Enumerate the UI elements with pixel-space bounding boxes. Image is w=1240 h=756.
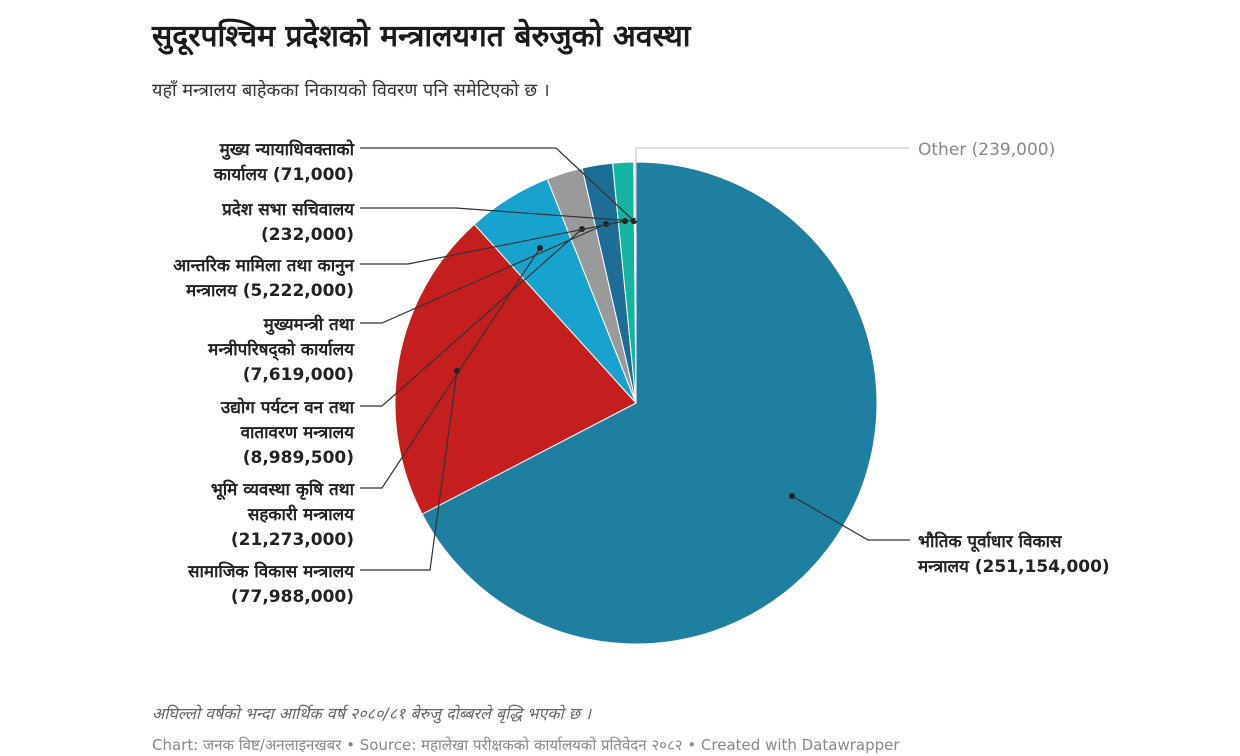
slice-label-5: आन्तरिक मामिला तथा कानुन मन्त्रालय (5,222… (173, 255, 354, 301)
slice-label-7: मुख्य न्यायाधिवक्ताको कार्यालय (71,000) (213, 139, 355, 185)
leader-line-4 (360, 223, 607, 324)
leader-line-7 (360, 147, 635, 222)
leader-line-1 (360, 370, 458, 571)
leader-line-5 (360, 220, 626, 265)
chart-title: सुदूरपश्चिम प्रदेशको मन्त्रालयगत बेरुजुक… (152, 19, 691, 54)
pie-slices (394, 161, 878, 645)
leader-dot-0 (789, 493, 795, 499)
slice-label-4: मुख्यमन्त्री तथा मन्त्रीपरिषद्को कार्यालय… (207, 314, 355, 385)
pie-chart: भौतिक पूर्वाधार विकास मन्त्रालय (251,154,… (173, 139, 1110, 645)
leader-line-8 (635, 147, 910, 221)
leader-line-3 (360, 228, 583, 407)
leader-line-6 (360, 207, 635, 222)
chart-note: अघिल्लो वर्षको भन्दा आर्थिक वर्ष २०८०/८१… (152, 704, 592, 723)
leader-line-0 (791, 495, 910, 541)
slice-labels: भौतिक पूर्वाधार विकास मन्त्रालय (251,154,… (173, 139, 1110, 607)
chart-source-credit: Chart: जनक विष्ट/अनलाइनखबर • Source: महा… (152, 736, 900, 754)
label-leader-lines (360, 147, 910, 571)
slice-label-0: भौतिक पूर्वाधार विकास मन्त्रालय (251,154,… (917, 531, 1110, 577)
pie-slice-1 (394, 223, 637, 515)
leader-line-2 (360, 247, 541, 489)
slice-label-6: प्रदेश सभा सचिवालय (232,000) (221, 199, 355, 245)
pie-slice-0 (421, 161, 878, 645)
leader-dot-2 (537, 245, 543, 251)
leader-dot-5 (622, 218, 628, 224)
slice-label-3: उद्योग पर्यटन वन तथा वातावरण मन्त्रालय (8,… (220, 397, 355, 468)
chart-subtitle: यहाँ मन्त्रालय बाहेकका निकायको विवरण पनि… (152, 80, 550, 101)
slice-label-8: Other (239,000) (918, 140, 1055, 160)
slice-label-2: भूमि व्यवस्था कृषि तथा सहकारी मन्त्रालय (2… (211, 479, 355, 550)
slice-label-1: सामाजिक विकास मन्त्रालय (77,988,000) (187, 561, 355, 607)
